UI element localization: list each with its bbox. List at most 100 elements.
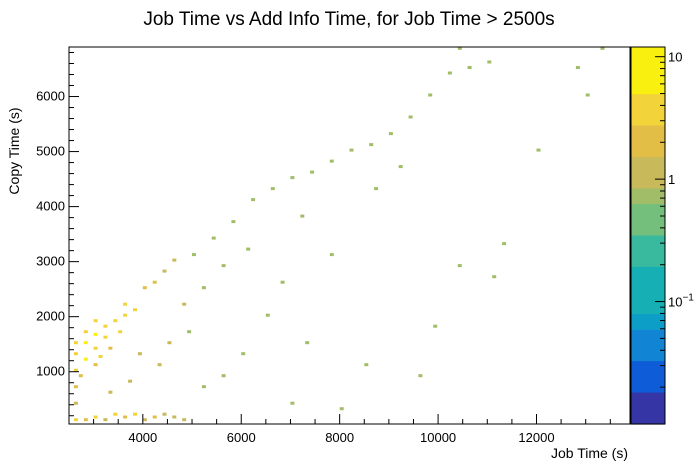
heatmap-bin [231, 220, 236, 224]
colorbar-segment [631, 235, 665, 252]
heatmap-bin [329, 253, 334, 257]
heatmap-bin [113, 319, 118, 323]
heatmap-bin [83, 357, 88, 361]
colorbar-segment [631, 282, 665, 299]
heatmap-bin [418, 374, 423, 378]
heatmap-bin [280, 280, 285, 284]
heatmap-bin [103, 418, 108, 422]
heatmap-bin [108, 346, 113, 350]
heatmap-bin [241, 352, 246, 356]
colorbar-segment [631, 125, 665, 142]
heatmap-bin [457, 46, 462, 50]
heatmap-bin [142, 286, 147, 290]
colorbar [630, 46, 666, 425]
heatmap-bin [93, 363, 98, 367]
heatmap-bin [211, 236, 216, 240]
colorbar-segment [631, 329, 665, 347]
y-axis: 1000 2000 3000 4000 5000 6000 [36, 52, 79, 417]
heatmap-bin [172, 415, 177, 419]
heatmap-bin [133, 412, 137, 416]
heatmap-bin [187, 330, 192, 334]
y-tick-label: 1000 [36, 364, 65, 379]
heatmap-bin [93, 415, 98, 419]
heatmap-bin [118, 330, 123, 334]
heatmap-bin [152, 280, 157, 284]
heatmap-bin [270, 187, 275, 191]
heatmap-bins [73, 46, 605, 422]
heatmap-bin [290, 176, 295, 180]
colorbar-segment [631, 314, 665, 331]
heatmap-bin [349, 148, 354, 152]
colorbar-segment [631, 94, 665, 111]
heatmap-bin [142, 418, 147, 422]
heatmap-bin [369, 143, 374, 147]
heatmap-bin [93, 319, 98, 323]
colorbar-tick-label: 10−1 [668, 293, 694, 310]
heatmap-bin [502, 242, 507, 246]
colorbar-segment [631, 109, 665, 127]
x-axis: 4000 6000 8000 10000 12000 [93, 414, 611, 445]
heatmap-bin [492, 275, 497, 279]
heatmap-bin [73, 352, 78, 356]
heatmap-bin [83, 330, 88, 334]
heatmap-bin [162, 269, 167, 273]
colorbar-segment [631, 47, 665, 64]
plot-frame [68, 46, 631, 425]
y-tick-label: 6000 [36, 89, 65, 104]
colorbar-segment [631, 345, 665, 362]
heatmap-bin [251, 198, 256, 202]
heatmap-bin [201, 385, 206, 389]
heatmap-bin [305, 341, 310, 345]
colorbar-segment [631, 251, 665, 268]
heatmap-bin [98, 355, 103, 358]
x-tick-label: 4000 [128, 430, 157, 445]
heatmap-bin [108, 390, 113, 394]
colorbar-segment [631, 188, 665, 205]
y-tick-label: 4000 [36, 199, 65, 214]
colorbar-segment [631, 141, 665, 158]
heatmap-bin [221, 264, 226, 268]
heatmap-bin [585, 93, 590, 97]
heatmap-bin [290, 401, 295, 405]
y-tick-label: 3000 [36, 254, 65, 269]
colorbar-tick-label: 10 [668, 50, 682, 65]
heatmap-bin [246, 247, 251, 251]
heatmap-bin [265, 313, 270, 317]
heatmap-bin [408, 115, 413, 119]
colorbar-frame [630, 46, 666, 425]
heatmap-bin [467, 66, 472, 69]
heatmap-bin [123, 415, 128, 419]
heatmap-bin [73, 418, 78, 422]
y-axis-label: Copy Time (s) [6, 107, 22, 194]
heatmap-bin [374, 187, 379, 191]
colorbar-segment [631, 298, 665, 315]
heatmap-bin [310, 170, 315, 174]
heatmap-bin [300, 214, 305, 218]
x-axis-label: Job Time (s) [551, 445, 628, 461]
heatmap-bin [152, 415, 157, 419]
heatmap-bin [398, 165, 403, 169]
heatmap-bin [123, 302, 128, 306]
heatmap-bin [103, 335, 108, 339]
colorbar-tick-label: 1 [668, 172, 675, 187]
heatmap-bin [600, 46, 605, 50]
colorbar-segment [631, 156, 665, 174]
heatmap-bin [162, 412, 167, 416]
heatmap-bin [83, 418, 88, 422]
x-tick-label: 6000 [227, 430, 256, 445]
x-tick-label: 12000 [518, 430, 554, 445]
colorbar-segment [631, 78, 665, 95]
colorbar-segment [631, 266, 665, 284]
heatmap-bin [83, 341, 88, 345]
colorbar-segment [631, 62, 665, 80]
heatmap-bin [167, 341, 172, 345]
heatmap-bin [487, 60, 492, 64]
heatmap-bin [201, 286, 206, 290]
heatmap-bin [93, 346, 98, 350]
heatmap-bin [93, 332, 98, 336]
heatmap-bin [73, 341, 78, 345]
chart-title: Job Time vs Add Info Time, for Job Time … [143, 9, 554, 30]
heatmap-bin [103, 324, 108, 328]
colorbar-segment [631, 204, 665, 221]
